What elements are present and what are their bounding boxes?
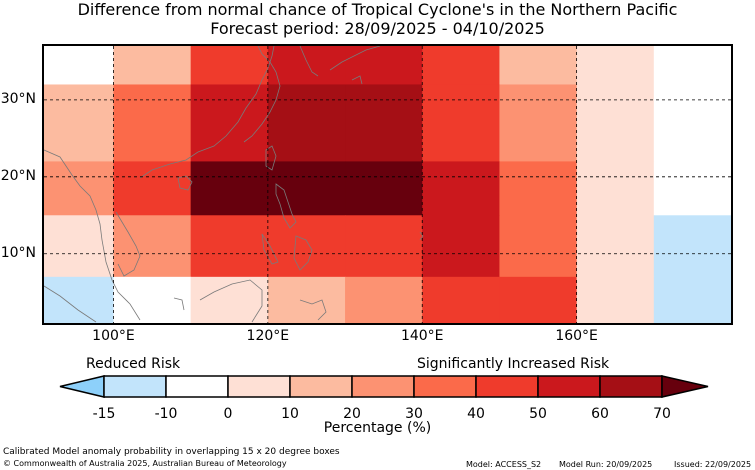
risk-cell bbox=[190, 84, 269, 162]
latitude-label: 20°N bbox=[0, 167, 36, 184]
risk-cell bbox=[113, 276, 192, 324]
colorbar-tick: -15 bbox=[92, 406, 116, 422]
forecast-period: Forecast period: 28/09/2025 - 04/10/2025 bbox=[210, 19, 545, 38]
risk-cell bbox=[653, 161, 732, 216]
risk-cell bbox=[422, 46, 500, 85]
risk-cell bbox=[267, 46, 346, 85]
colorbar-tick: 50 bbox=[529, 406, 547, 422]
colorbar-segment bbox=[351, 375, 415, 398]
risk-cell bbox=[653, 84, 732, 162]
colorbar-segment bbox=[413, 375, 477, 398]
model-text: Model: ACCESS_S2 bbox=[466, 460, 542, 469]
latitude-label: 30°N bbox=[0, 90, 36, 107]
risk-cell bbox=[576, 215, 655, 278]
risk-cell bbox=[267, 215, 346, 278]
colorbar-max-extension bbox=[661, 375, 709, 398]
risk-cell bbox=[113, 46, 192, 85]
chart-title: Difference from normal chance of Tropica… bbox=[77, 0, 678, 19]
graticule bbox=[44, 46, 731, 323]
colorbar-segment bbox=[537, 375, 601, 398]
colorbar-tick: 10 bbox=[281, 406, 299, 422]
risk-cell bbox=[345, 84, 423, 162]
risk-cell bbox=[499, 46, 578, 85]
risk-cell bbox=[345, 46, 423, 85]
risk-cell bbox=[653, 215, 732, 278]
risk-cell bbox=[190, 161, 269, 216]
risk-cell bbox=[44, 84, 114, 162]
colorbar-tick: -10 bbox=[154, 406, 178, 422]
longitude-label: 100°E bbox=[92, 328, 135, 344]
colorbar-segment bbox=[289, 375, 353, 398]
increased-risk-label: Significantly Increased Risk bbox=[417, 356, 610, 372]
colorbar-tick: 30 bbox=[405, 406, 423, 422]
risk-cell bbox=[267, 276, 346, 324]
risk-cell bbox=[653, 276, 732, 324]
risk-cell bbox=[44, 276, 114, 324]
risk-grid bbox=[44, 46, 732, 324]
longitude-label: 140°E bbox=[400, 328, 444, 344]
risk-cell bbox=[499, 84, 578, 162]
colorbar-segment bbox=[475, 375, 539, 398]
colorbar-tick: 20 bbox=[343, 406, 361, 422]
colorbar bbox=[59, 375, 709, 398]
map-frame bbox=[42, 44, 733, 325]
risk-cell bbox=[576, 161, 655, 216]
risk-cell bbox=[44, 46, 114, 85]
risk-cell bbox=[113, 84, 192, 162]
risk-cell bbox=[44, 161, 114, 216]
risk-cell bbox=[576, 276, 655, 324]
risk-cell bbox=[576, 46, 655, 85]
caption-text: Calibrated Model anomaly probability in … bbox=[3, 447, 340, 457]
colorbar-tick: 0 bbox=[223, 406, 233, 422]
risk-cell bbox=[113, 215, 192, 278]
risk-cell bbox=[499, 161, 578, 216]
longitude-label: 120°E bbox=[246, 328, 290, 344]
risk-cell bbox=[499, 276, 578, 324]
colorbar-segment bbox=[103, 375, 167, 398]
risk-cell bbox=[345, 161, 423, 216]
risk-cell bbox=[499, 215, 578, 278]
risk-cell bbox=[422, 84, 500, 162]
colorbar-segment bbox=[227, 375, 291, 398]
risk-cell bbox=[576, 84, 655, 162]
model-run-text: Model Run: 20/09/2025 bbox=[559, 460, 653, 469]
risk-cell bbox=[190, 215, 269, 278]
risk-cell bbox=[190, 276, 269, 324]
risk-cell bbox=[653, 46, 732, 85]
risk-cell bbox=[44, 215, 114, 278]
risk-cell bbox=[422, 161, 500, 216]
colorbar-axis-label: Percentage (%) bbox=[323, 420, 432, 436]
coastline bbox=[43, 45, 424, 323]
colorbar-segment bbox=[599, 375, 663, 398]
risk-cell bbox=[422, 215, 500, 278]
risk-cell bbox=[113, 161, 192, 216]
risk-cell bbox=[267, 84, 346, 162]
risk-cell bbox=[422, 276, 500, 324]
colorbar-tick: 40 bbox=[467, 406, 485, 422]
risk-cell bbox=[267, 161, 346, 216]
colorbar-min-extension bbox=[59, 375, 105, 398]
risk-cell bbox=[190, 46, 269, 85]
copyright-text: © Commonwealth of Australia 2025, Austra… bbox=[3, 459, 287, 468]
risk-cell bbox=[345, 215, 423, 278]
colorbar-tick: 70 bbox=[653, 406, 671, 422]
colorbar-segment bbox=[165, 375, 229, 398]
longitude-label: 160°E bbox=[555, 328, 598, 344]
reduced-risk-label: Reduced Risk bbox=[86, 356, 181, 372]
risk-cell bbox=[345, 276, 423, 324]
latitude-label: 10°N bbox=[0, 244, 36, 261]
colorbar-tick: 60 bbox=[591, 406, 609, 422]
issued-text: Issued: 22/09/2025 bbox=[674, 460, 752, 469]
